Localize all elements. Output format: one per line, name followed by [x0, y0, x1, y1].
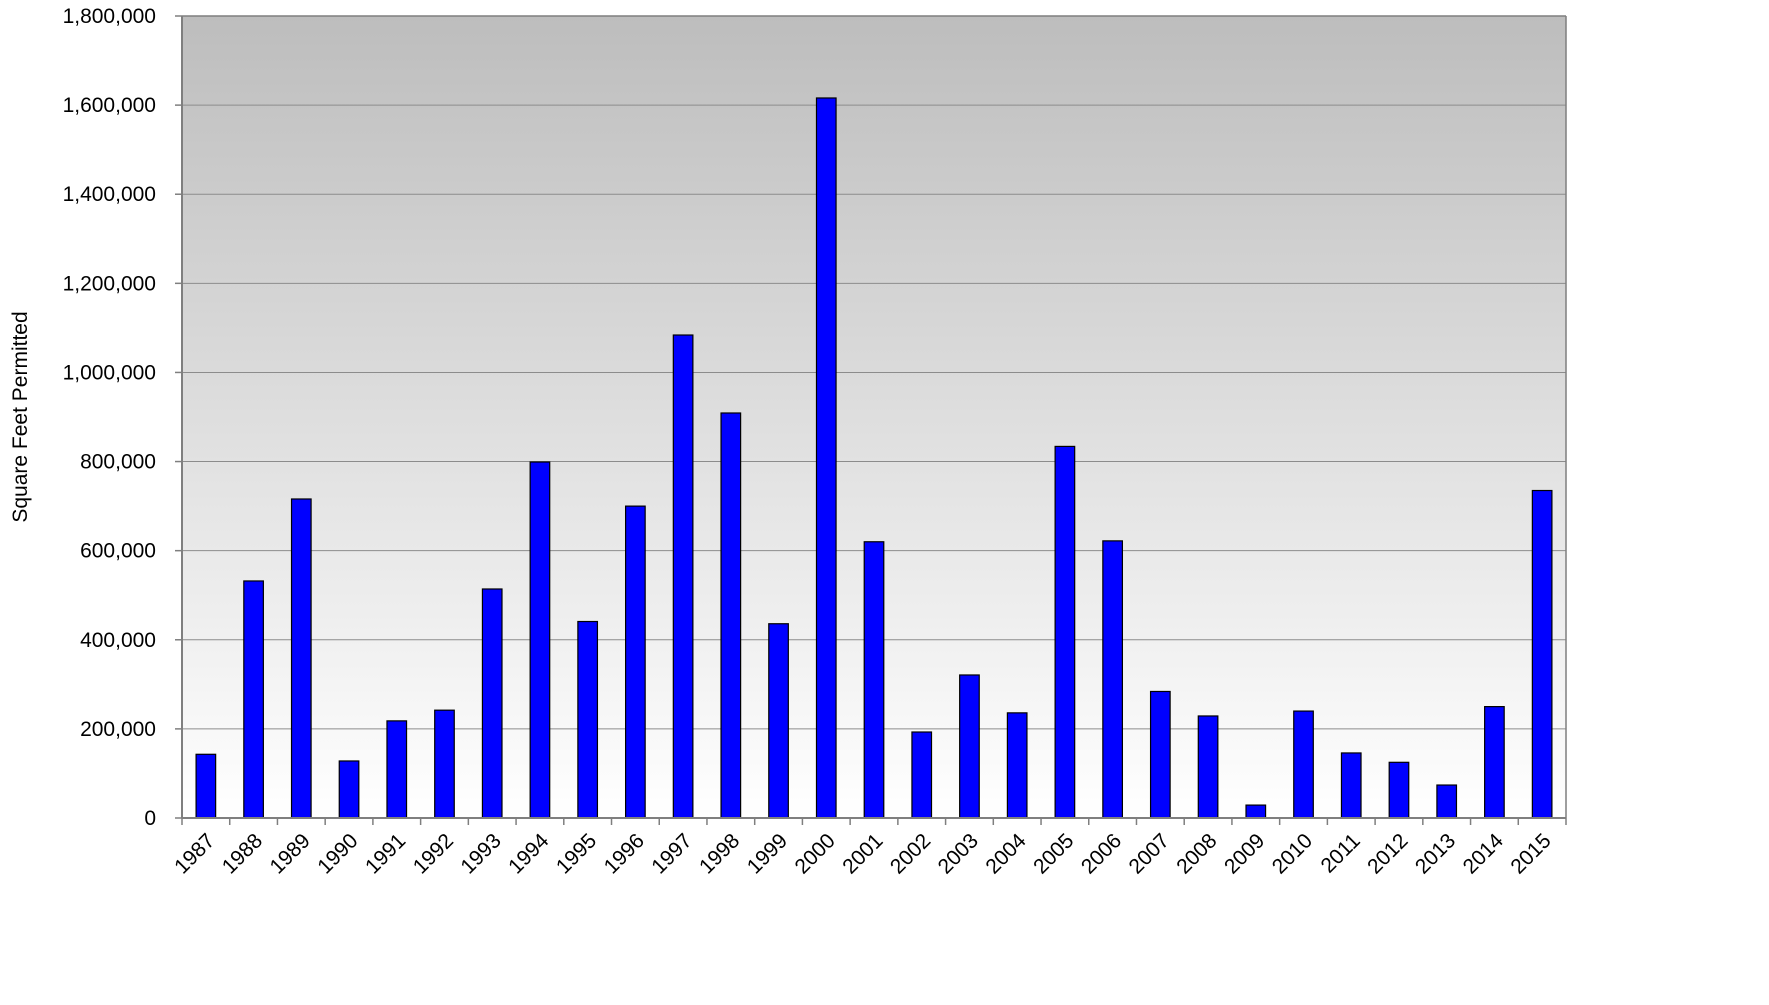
bar-1990 — [338, 760, 360, 819]
x-tick-label: 2005 — [1029, 829, 1078, 878]
x-tick-label: 2009 — [1220, 829, 1269, 878]
y-tick-labels: 0 200,000 400,000 600,000 800,000 1,000,000 1,… — [63, 5, 156, 830]
bar-2010 — [1293, 710, 1314, 819]
y-tick-label: 1,200,000 — [63, 272, 156, 295]
x-tick-labels: 1987198819891990199119921993199419951996… — [170, 829, 1556, 879]
x-tick-label: 1987 — [170, 829, 219, 878]
axes — [175, 15, 1567, 825]
bar-1992 — [434, 709, 455, 819]
bar-2015 — [1531, 489, 1553, 819]
x-tick-label: 2014 — [1459, 829, 1509, 879]
bar-1994 — [529, 461, 551, 819]
x-tick-label: 1995 — [552, 829, 601, 878]
y-tick-label: 1,000,000 — [63, 361, 156, 384]
x-tick-label: 1996 — [600, 829, 649, 878]
x-tick-label: 1992 — [409, 829, 458, 878]
bar-1998 — [720, 412, 742, 819]
bar-1989 — [290, 498, 312, 819]
bar-1991 — [386, 720, 408, 819]
x-tick-label: 1990 — [313, 829, 362, 878]
x-tick-label: 1994 — [504, 829, 554, 879]
bar-2008 — [1197, 715, 1219, 819]
bar-2005 — [1054, 445, 1076, 819]
y-tick-label: 0 — [144, 807, 156, 830]
x-tick-label: 2000 — [791, 829, 840, 878]
bar-2000 — [815, 97, 837, 819]
x-tick-label: 2002 — [886, 829, 935, 878]
y-tick-label: 1,600,000 — [63, 94, 156, 117]
y-tick-label: 600,000 — [80, 540, 156, 563]
x-tick-label: 2015 — [1506, 829, 1555, 878]
bar-2009 — [1245, 804, 1267, 819]
x-tick-label: 2004 — [981, 829, 1031, 879]
x-tick-label: 2013 — [1411, 829, 1460, 878]
bar-1993 — [481, 588, 503, 819]
y-tick-label: 200,000 — [80, 718, 156, 741]
x-tick-label: 1988 — [218, 829, 267, 878]
bar-2003 — [959, 674, 980, 819]
bar-2007 — [1149, 690, 1171, 819]
bar-2011 — [1340, 752, 1362, 819]
y-tick-label: 1,800,000 — [63, 5, 156, 28]
x-tick-label: 2011 — [1317, 829, 1365, 877]
x-tick-label: 1997 — [647, 829, 696, 878]
bar-1987 — [195, 753, 217, 819]
x-tick-label: 1999 — [743, 829, 792, 878]
y-tick-label: 800,000 — [80, 451, 156, 474]
x-tick-label: 1989 — [266, 829, 315, 878]
bar-2013 — [1436, 784, 1458, 819]
bars — [195, 97, 1553, 819]
bar-1999 — [768, 623, 789, 819]
y-tick-label: 1,400,000 — [63, 183, 156, 206]
x-tick-label: 2008 — [1172, 829, 1221, 878]
bar-1997 — [672, 334, 694, 819]
bar-1988 — [243, 580, 264, 819]
x-tick-label: 2006 — [1077, 829, 1126, 878]
x-tick-label: 2001 — [838, 829, 887, 878]
x-tick-label: 2003 — [934, 829, 983, 878]
bar-2001 — [863, 541, 885, 819]
bar-2014 — [1484, 706, 1505, 819]
x-tick-label: 2010 — [1268, 829, 1317, 878]
x-tick-label: 1993 — [456, 829, 505, 878]
bar-1996 — [624, 505, 646, 819]
bar-2006 — [1102, 540, 1124, 819]
y-tick-label: 400,000 — [80, 629, 156, 652]
bar-2004 — [1006, 712, 1028, 819]
bar-2002 — [911, 731, 933, 819]
x-tick-label: 1991 — [361, 829, 410, 878]
x-tick-label: 1998 — [695, 829, 744, 878]
y-axis-title: Square Feet Permitted — [9, 311, 32, 522]
x-tick-label: 2012 — [1363, 829, 1412, 878]
bar-2012 — [1388, 761, 1410, 819]
bar-1995 — [577, 620, 599, 819]
x-tick-label: 2007 — [1125, 829, 1174, 878]
